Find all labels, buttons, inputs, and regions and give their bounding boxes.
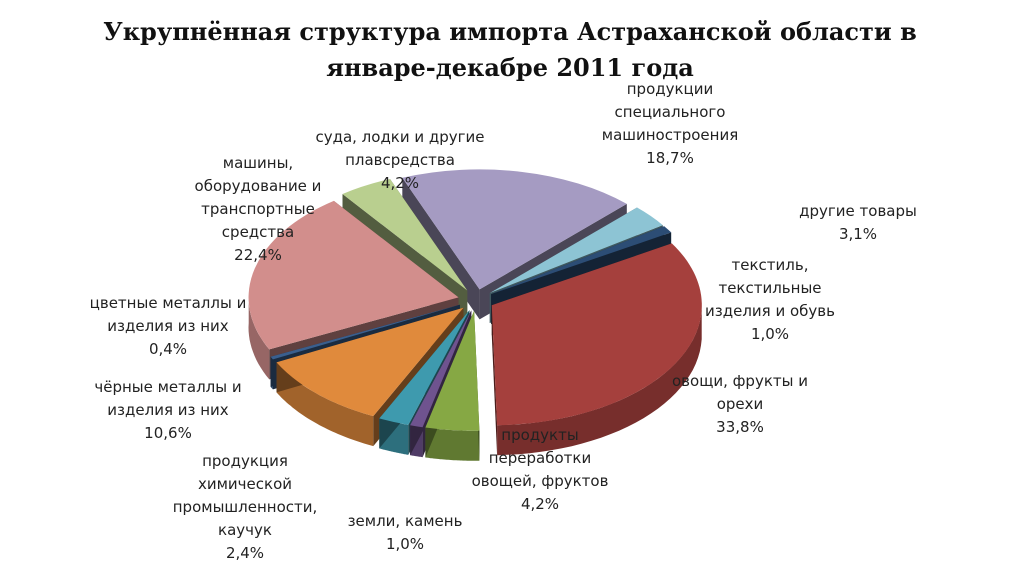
pie-slice-wall-proc: [425, 427, 480, 461]
pie-slice-veg: [491, 243, 702, 456]
pie-slice-top-ferrous: [276, 307, 464, 417]
slice-label-nonferrous: цветные металлы и изделия из них 0,4%: [89, 294, 247, 358]
pie-slice-top-proc: [425, 310, 480, 431]
pie-slice-top-textile: [491, 226, 672, 295]
pie-slice-top-earth: [410, 310, 472, 428]
slice-label-veg: овощи, фрукты и орехи 33,8%: [672, 372, 808, 436]
pie-slice-top-other: [489, 207, 663, 294]
slice-label-proc: продукты переработки овощей, фруктов 4,2…: [471, 426, 609, 513]
slice-label-ships: суда, лодки и другие плавсредства 4,2%: [315, 128, 485, 192]
pie-slice-side-veg-1: [491, 305, 498, 456]
pie-slice-wall-veg: [497, 302, 702, 456]
slice-label-other: другие товары 3,1%: [799, 202, 917, 243]
chart-title: Укрупнённая структура импорта Астраханск…: [70, 14, 950, 86]
pie-slice-top-chem: [379, 310, 470, 425]
pie-slice-top-nonferrous: [270, 304, 460, 360]
pie-slice-proc: [425, 310, 480, 461]
pie-slice-top-spec: [402, 169, 627, 290]
chart-title-line-2: январе-декабре 2011 года: [326, 53, 694, 82]
slice-label-chem: продукция химической промышленности, кау…: [172, 452, 318, 562]
pie-slice-wall-machines: [248, 293, 270, 380]
pie-slice-top-veg: [491, 243, 702, 426]
slice-label-ferrous: чёрные металлы и изделия из них 10,6%: [94, 378, 242, 442]
slice-label-textile: текстиль, текстильные изделия и обувь 1,…: [705, 256, 835, 343]
slice-label-spec: продукции специального машиностроения 18…: [601, 80, 739, 167]
pie-slice-wall-ferrous: [276, 362, 374, 447]
slice-label-earth: земли, камень 1,0%: [347, 512, 463, 553]
chart-title-line-1: Укрупнённая структура импорта Астраханск…: [103, 17, 917, 46]
pie-slice-top-machines: [248, 200, 459, 350]
pie-slice-top-ships: [342, 179, 468, 291]
slice-label-machines: машины, оборудование и транспортные сред…: [194, 154, 322, 264]
